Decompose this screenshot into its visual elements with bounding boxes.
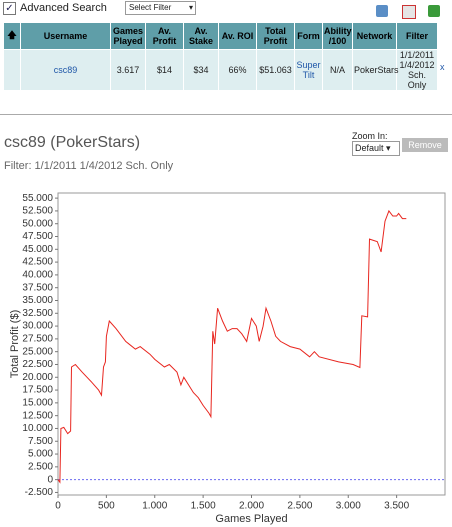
- y-tick-label: 17.500: [22, 385, 53, 396]
- table-body: csc89 3.617 $14 $34 66% $51.063 Super Tilt N/A P…: [3, 49, 438, 91]
- column-header: Av. ROI: [218, 22, 257, 50]
- y-tick-label: 35.000: [22, 295, 53, 306]
- table-cell: $51.063: [256, 49, 295, 91]
- column-header: Games Played: [110, 22, 146, 50]
- icon-refresh[interactable]: [428, 5, 440, 17]
- table-cell: 3.617: [110, 49, 146, 91]
- profit-line: [57, 209, 407, 484]
- y-tick-label: 15.000: [22, 398, 53, 409]
- icon-export[interactable]: [376, 5, 388, 17]
- advanced-search-label[interactable]: Advanced Search: [20, 2, 107, 14]
- y-tick-label: 52.500: [22, 206, 53, 217]
- select-arrow: ▾: [188, 3, 193, 12]
- x-tick-label: 3.500: [384, 501, 409, 512]
- table-cell: N/A: [322, 49, 353, 91]
- y-tick-label: 30.000: [22, 321, 53, 332]
- table-cell: $34: [183, 49, 219, 91]
- y-axis-label: Total Profit ($): [9, 310, 21, 378]
- filter-select-text: Select Filter: [129, 3, 172, 12]
- table-row: csc89 3.617 $14 $34 66% $51.063 Super Tilt N/A P…: [3, 49, 438, 91]
- separator: [0, 114, 452, 115]
- y-tick-label: 45.000: [22, 244, 53, 255]
- column-header: Form: [294, 22, 323, 50]
- y-tick-label: 22.500: [22, 359, 53, 370]
- table-cell: 66%: [218, 49, 257, 91]
- row-spacer: [3, 49, 21, 91]
- x-tick-label: 1.000: [142, 501, 167, 512]
- table-cell: $14: [145, 49, 184, 91]
- x-tick-label: 3.000: [336, 501, 361, 512]
- x-tick-label: 500: [98, 501, 115, 512]
- remove-button[interactable]: Remove: [402, 138, 448, 152]
- x-tick-label: 1.500: [191, 501, 216, 512]
- y-tick-label: 32.500: [22, 308, 53, 319]
- checkbox[interactable]: ✓: [3, 2, 16, 15]
- y-tick-label: 10.000: [22, 423, 53, 434]
- y-tick-label: -2.500: [25, 487, 54, 498]
- table-cell: 1/1/2011 1/4/2012 Sch. Only: [396, 49, 438, 91]
- x-tick-label: 0: [55, 501, 61, 512]
- y-tick-label: 7.500: [28, 436, 53, 447]
- y-tick-label: 40.000: [22, 270, 53, 281]
- zoom-select[interactable]: Default ▾: [352, 141, 400, 156]
- y-tick-label: 2.500: [28, 461, 53, 472]
- column-header: Filter: [396, 22, 438, 50]
- y-tick-label: 27.500: [22, 334, 53, 345]
- y-tick-label: 20.000: [22, 372, 53, 383]
- y-tick-label: 25.000: [22, 346, 53, 357]
- y-tick-label: 37.500: [22, 282, 53, 293]
- zoom-option: Default: [355, 143, 384, 153]
- results-table: 🡅 Username Games Played Av. Profit Av. Stake…: [3, 22, 438, 91]
- remove-row[interactable]: x: [440, 62, 445, 72]
- column-header: Network: [352, 22, 397, 50]
- sort-arrow[interactable]: 🡅: [3, 22, 21, 50]
- y-tick-label: 47.500: [22, 231, 53, 242]
- y-tick-label: 0: [47, 474, 53, 485]
- plot-area: [57, 192, 446, 496]
- y-tick-label: 55.000: [22, 193, 53, 204]
- icon-delete[interactable]: [402, 5, 416, 19]
- table-cell[interactable]: Super Tilt: [294, 49, 323, 91]
- y-tick-label: 50.000: [22, 218, 53, 229]
- column-header: Total Profit: [256, 22, 295, 50]
- y-tick-label: 12.500: [22, 410, 53, 421]
- y-tick-label: 42.500: [22, 257, 53, 268]
- x-axis-label: Games Played: [215, 513, 287, 525]
- table-cell: PokerStars: [352, 49, 399, 91]
- profile-title: csc89 (PokerStars): [4, 134, 141, 151]
- x-tick-label: 2.000: [239, 501, 264, 512]
- column-header: Av. Stake: [183, 22, 219, 50]
- profile-filter: Filter: 1/1/2011 1/4/2012 Sch. Only: [4, 160, 174, 172]
- x-tick-label: 2.500: [287, 501, 312, 512]
- table-cell[interactable]: csc89: [20, 49, 111, 91]
- zoom-label: Zoom In:: [352, 131, 388, 141]
- y-tick-label: 5.000: [28, 449, 53, 460]
- filter-select[interactable]: Select Filter ▾: [125, 1, 196, 15]
- header-row: 🡅 Username Games Played Av. Profit Av. Stake…: [3, 22, 438, 50]
